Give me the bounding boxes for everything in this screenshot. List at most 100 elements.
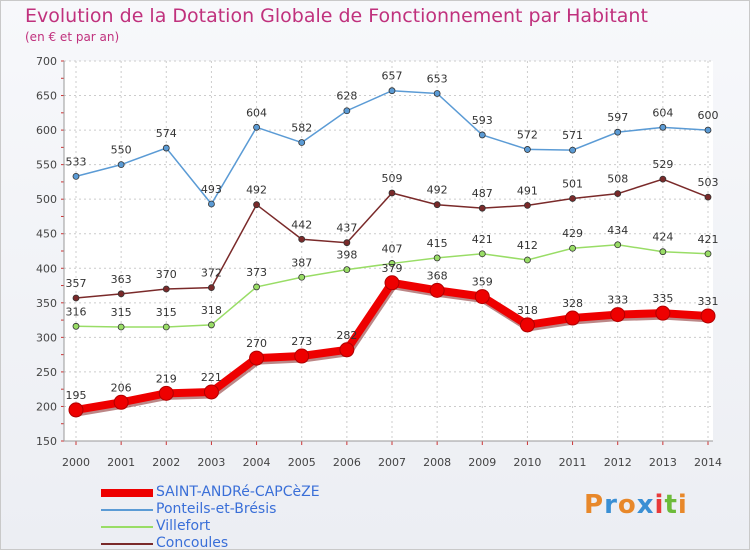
proxiti-logo: Proxiti [584,490,688,520]
data-point [162,285,170,293]
x-tick-label: 2011 [559,456,587,469]
data-point [569,195,576,202]
x-tick-label: 2009 [468,456,496,469]
data-point [700,308,716,324]
data-label: 195 [66,389,87,402]
data-label: 316 [66,305,87,318]
data-label: 509 [382,172,403,185]
data-label: 387 [291,256,312,269]
data-point [569,244,576,252]
data-point [433,90,441,97]
data-label: 437 [336,222,357,235]
data-point [614,190,622,198]
data-label: 412 [517,239,538,252]
logo-letter: r [604,490,618,520]
data-label: 571 [562,129,583,142]
data-point [388,87,396,95]
x-tick-label: 2003 [197,456,225,469]
data-label: 221 [201,371,222,384]
legend-swatch [101,526,153,528]
data-point [208,284,215,292]
data-label: 529 [652,158,673,171]
x-tick-label: 2001 [107,456,135,469]
legend-swatch [101,509,153,511]
data-label: 442 [291,218,312,231]
data-label: 501 [562,177,583,190]
legend-swatch [101,489,153,497]
data-label: 328 [562,297,583,310]
data-label: 421 [698,233,719,246]
data-point [253,283,260,291]
x-tick-label: 2000 [62,456,90,469]
y-tick-label: 650 [36,90,57,103]
data-label: 503 [698,176,719,189]
y-tick-label: 300 [36,331,57,344]
y-tick-label: 400 [36,262,57,275]
data-point [519,317,535,333]
data-point [565,310,581,326]
logo-letter: i [677,490,688,520]
data-label: 597 [607,111,628,124]
data-point [478,204,486,212]
logo-letter: P [584,490,605,520]
data-point [203,384,219,400]
data-point [659,175,667,183]
legend-label: SAINT-ANDRé-CAPCèZE [156,484,320,500]
data-point [704,250,712,258]
data-label: 492 [246,184,267,197]
data-point [117,290,125,298]
data-label: 333 [607,294,628,307]
data-point [298,139,306,146]
data-point [478,131,486,139]
x-tick-label: 2014 [694,456,722,469]
x-tick-label: 2007 [378,456,406,469]
data-point [388,189,396,197]
data-point [72,294,80,302]
data-point [524,256,531,264]
y-tick-label: 450 [36,228,57,241]
y-tick-label: 700 [36,55,57,68]
data-label: 315 [111,306,132,319]
data-label: 415 [427,237,448,250]
data-label: 372 [201,267,222,280]
data-label: 282 [336,329,357,342]
series-concoules: 357 363 370 372 492 442 437 509 492 487 491 501 508 5… [66,158,719,302]
x-tick-label: 2006 [333,456,361,469]
data-label: 398 [336,249,357,262]
data-label: 368 [427,269,448,282]
x-tick-label: 2004 [243,456,271,469]
legend-label: Ponteils-et-Brésis [156,501,277,517]
data-point [162,323,170,331]
data-point [208,321,215,329]
data-point [704,193,712,201]
data-label: 363 [111,273,132,286]
data-point [659,248,667,256]
data-label: 582 [291,122,312,135]
logo-letter: i [654,490,665,520]
legend-label: Concoules [156,535,229,550]
data-point [569,146,576,154]
data-label: 219 [156,372,177,385]
data-point [249,350,265,366]
data-point [72,172,80,180]
data-label: 373 [246,266,267,279]
data-point [208,200,215,208]
y-tick-label: 600 [36,124,57,137]
y-tick-label: 250 [36,366,57,379]
data-point [524,201,531,209]
data-point [162,144,170,152]
data-point [388,260,396,267]
data-label: 572 [517,128,538,141]
data-label: 600 [698,109,719,122]
logo-letter: o [617,490,637,520]
data-point [343,107,351,115]
x-tick-label: 2005 [288,456,316,469]
legend-label: Villefort [156,518,211,534]
data-label: 487 [472,187,493,200]
x-tick-label: 2008 [423,456,451,469]
data-point [433,201,441,209]
data-label: 421 [472,233,493,246]
data-point [610,307,626,323]
